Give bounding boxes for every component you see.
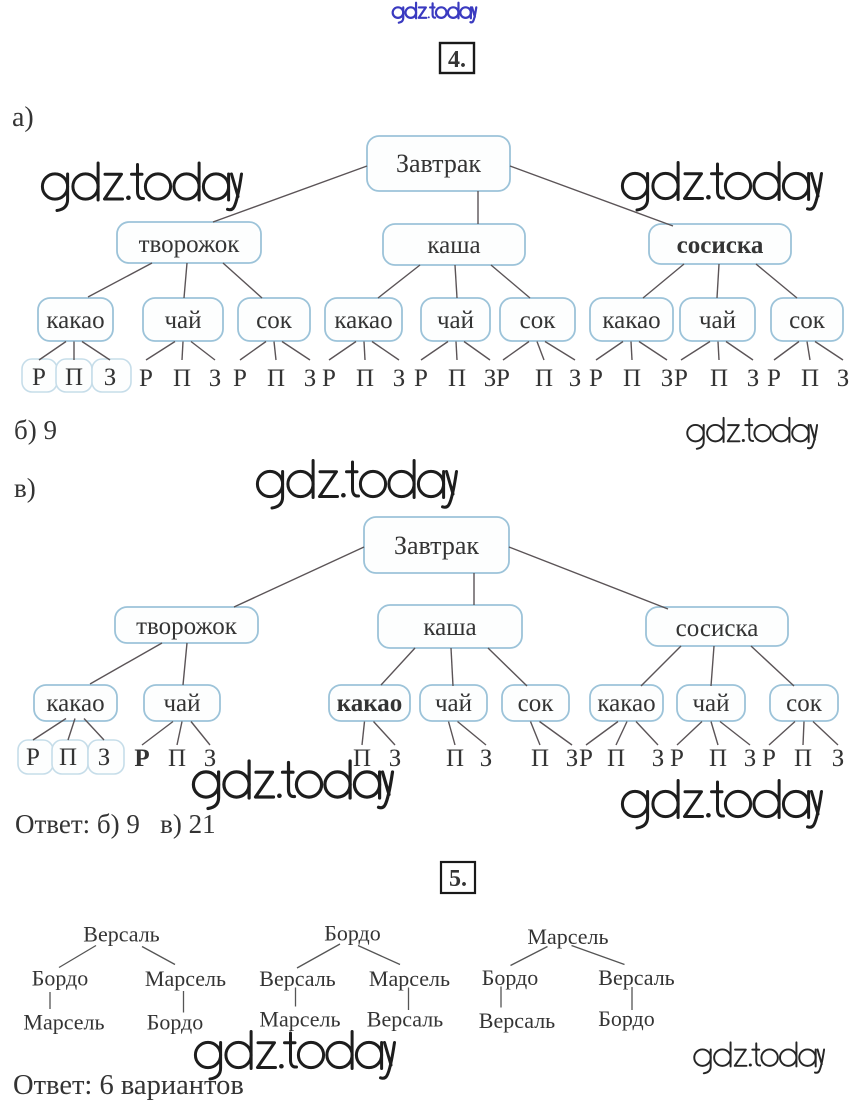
svg-text:сосиска: сосиска [677,232,764,259]
svg-text:в): в) [14,473,36,503]
svg-text:П: П [65,364,83,391]
svg-text:какао: какао [337,690,403,717]
svg-text:Бордо: Бордо [32,966,89,991]
svg-text:Р: Р [589,365,603,392]
svg-text:чай: чай [163,690,200,717]
svg-text:чай: чай [692,690,729,717]
svg-text:Р: Р [579,745,593,772]
svg-text:Ответ: б) 9 в) 21: Ответ: б) 9 в) 21 [15,809,216,839]
svg-text:Р: Р [139,365,153,392]
svg-text:сок: сок [518,690,555,717]
svg-text:каша: каша [423,614,476,641]
svg-text:Р: Р [762,745,776,772]
svg-text:П: П [446,745,464,772]
svg-text:Р: Р [233,365,247,392]
svg-text:Р: Р [674,365,688,392]
svg-text:Марсель: Марсель [145,966,226,991]
svg-text:каша: каша [427,232,480,259]
svg-text:З: З [837,365,850,392]
svg-text:б) 9: б) 9 [14,415,57,445]
svg-text:З: З [744,745,757,772]
svg-text:Бордо: Бордо [598,1006,655,1031]
svg-text:Версаль: Версаль [598,965,674,990]
svg-text:П: П [801,365,819,392]
svg-text:Версаль: Версаль [367,1007,443,1032]
svg-text:какао: какао [597,690,655,717]
svg-text:Завтрак: Завтрак [396,149,481,178]
svg-text:Бордо: Бордо [324,921,381,946]
svg-text:Ответ: 6 вариантов: Ответ: 6 вариантов [13,1070,244,1101]
svg-text:Марсель: Марсель [259,1007,340,1032]
svg-text:чай: чай [699,307,736,334]
svg-text:Версаль: Версаль [479,1008,555,1033]
svg-text:сок: сок [786,690,823,717]
svg-text:П: П [59,744,77,771]
svg-text:З: З [480,745,493,772]
svg-text:сок: сок [256,307,293,334]
svg-text:П: П [267,365,285,392]
svg-text:Р: Р [414,365,428,392]
svg-text:Р: Р [670,745,684,772]
svg-text:З: З [569,365,582,392]
svg-text:творожок: творожок [136,613,238,640]
svg-text:П: П [710,365,728,392]
svg-text:какао: какао [602,307,660,334]
svg-text:З: З [98,744,111,771]
svg-text:чай: чай [164,307,201,334]
svg-text:Завтрак: Завтрак [394,531,479,560]
svg-text:сок: сок [520,307,557,334]
svg-text:Бордо: Бордо [147,1010,204,1035]
svg-text:П: П [356,365,374,392]
svg-text:П: П [531,745,549,772]
svg-text:П: П [709,745,727,772]
svg-text:Версаль: Версаль [83,922,159,947]
svg-text:какао: какао [46,690,104,717]
svg-text:З: З [484,365,497,392]
svg-text:З: З [389,745,402,772]
svg-text:а): а) [12,102,34,133]
svg-text:Р: Р [767,365,781,392]
svg-text:Р: Р [32,364,46,391]
svg-text:П: П [448,365,466,392]
svg-text:З: З [204,745,217,772]
svg-text:З: З [104,364,117,391]
svg-text:сосиска: сосиска [676,615,759,642]
svg-text:З: З [209,365,222,392]
svg-text:Р: Р [322,365,336,392]
svg-text:П: П [173,365,191,392]
svg-text:Марсель: Марсель [23,1010,104,1035]
svg-text:Р: Р [134,745,149,772]
svg-text:П: П [535,365,553,392]
svg-text:П: П [794,745,812,772]
svg-text:З: З [747,365,760,392]
svg-text:З: З [304,365,317,392]
svg-text:творожок: творожок [139,231,241,258]
svg-text:З: З [832,745,845,772]
svg-text:сок: сок [789,307,826,334]
svg-text:Версаль: Версаль [259,966,335,991]
svg-text:Марсель: Марсель [369,966,450,991]
svg-text:какао: какао [334,307,392,334]
svg-text:чай: чай [437,307,474,334]
svg-text:5.: 5. [449,866,467,892]
svg-text:П: П [353,745,371,772]
svg-text:Марсель: Марсель [527,924,608,949]
svg-text:Р: Р [26,744,40,771]
svg-text:З: З [652,745,665,772]
svg-text:какао: какао [46,307,104,334]
svg-text:П: П [623,365,641,392]
svg-text:З: З [566,745,579,772]
svg-text:П: П [607,745,625,772]
svg-text:З: З [393,365,406,392]
svg-text:чай: чай [435,690,472,717]
svg-text:Р: Р [496,365,510,392]
svg-text:Бордо: Бордо [482,965,539,990]
svg-text:4.: 4. [448,47,466,73]
svg-text:З: З [661,365,674,392]
svg-text:П: П [168,745,186,772]
